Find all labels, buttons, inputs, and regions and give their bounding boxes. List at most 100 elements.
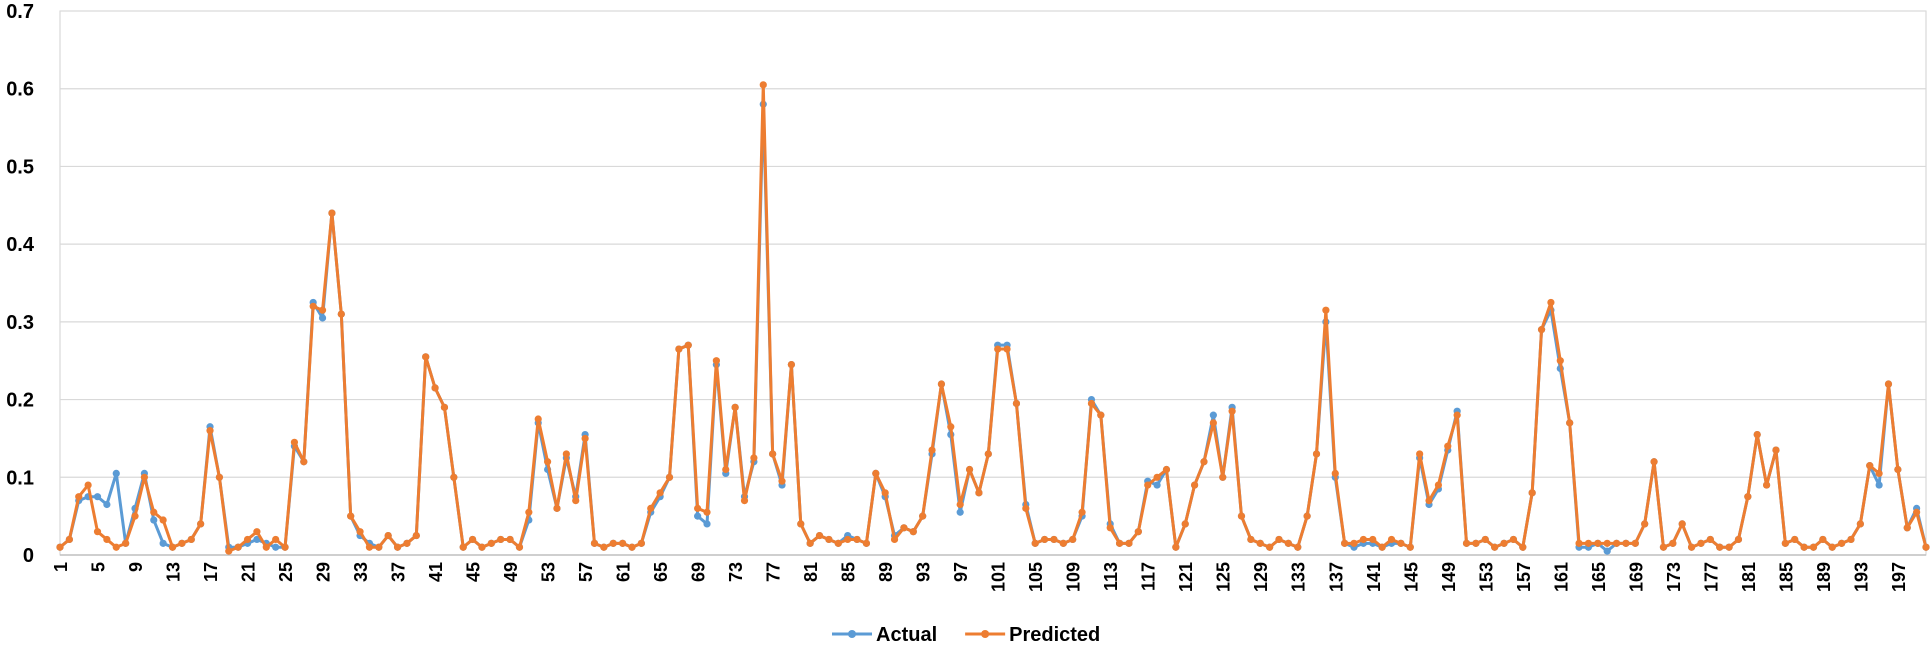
data-point [300,458,308,466]
data-point [84,481,92,489]
data-point [459,543,467,551]
data-point [384,531,392,540]
data-point [1209,411,1217,419]
data-point [1556,357,1564,365]
data-point [1884,380,1893,388]
data-point [581,434,589,443]
data-point [1687,543,1696,551]
data-point [562,450,570,458]
data-point [637,539,645,547]
data-point [1566,419,1574,427]
data-point [1209,419,1217,427]
x-tick-label: 41 [426,562,446,582]
data-point [412,531,420,540]
data-point [731,403,739,411]
data-point [1012,399,1021,408]
data-point [1275,535,1283,544]
data-point [478,543,486,551]
data-point [919,512,927,520]
data-point [1312,450,1321,458]
data-point [1800,543,1808,551]
data-point [975,489,983,497]
data-point [1669,539,1677,547]
data-point [1462,539,1471,547]
series-predicted [56,81,1930,555]
data-point [422,353,430,361]
legend-swatch-marker [848,630,856,638]
x-tick-label: 105 [1026,562,1046,592]
data-point [703,508,711,516]
data-point [778,477,786,485]
data-point [1772,446,1780,454]
x-tick-label: 45 [464,562,484,582]
x-tick-label: 89 [876,562,896,582]
data-point [1153,481,1161,489]
data-point [553,504,561,512]
data-point [150,516,158,524]
data-point [544,458,552,466]
x-tick-label: 33 [351,562,371,582]
data-point [112,469,120,477]
data-point [590,539,599,547]
data-point [694,504,702,512]
data-point [1069,535,1077,544]
data-point [1003,345,1011,353]
data-point [1331,469,1339,477]
data-point [600,543,608,551]
data-point [1134,528,1142,536]
x-tick-label: 185 [1776,562,1796,592]
x-tick-label: 21 [239,562,259,582]
data-point [178,539,186,547]
x-tick-label: 137 [1326,562,1346,592]
data-point [468,535,477,544]
y-tick-label: 0.7 [6,1,34,23]
data-point [1519,543,1527,551]
data-point [1237,512,1246,520]
data-point [1078,508,1086,516]
data-point [150,508,158,516]
data-point [1406,543,1414,551]
data-point [900,524,908,532]
x-tick-label: 65 [651,562,671,582]
data-point [1866,462,1874,470]
x-tick-label: 117 [1139,562,1159,591]
data-point [1106,524,1114,532]
data-point [328,209,336,217]
x-tick-label: 17 [201,562,221,582]
x-tick-label: 153 [1476,562,1496,592]
data-point [272,543,280,551]
data-point [1040,535,1049,544]
data-point [262,543,270,551]
data-point [1631,539,1639,547]
legend: Actual Predicted [832,624,1100,646]
data-point [112,543,120,551]
y-tick-label: 0.2 [6,390,34,412]
data-point [1303,512,1311,520]
data-point [1059,539,1067,547]
x-tick-label: 57 [576,562,596,582]
data-point [1716,543,1724,551]
data-point [1838,539,1846,547]
data-point [1097,411,1105,419]
data-point [609,539,617,547]
data-point [206,427,214,435]
data-point [628,543,636,551]
x-tick-label: 141 [1364,562,1384,592]
data-point [1359,535,1367,544]
data-point [215,473,224,481]
data-point [722,465,730,474]
data-point [534,415,542,423]
data-point [703,520,711,528]
data-point [1875,469,1883,477]
data-point [1350,539,1358,547]
legend-item-actual: Actual [832,624,937,646]
data-point [515,543,524,551]
data-point [956,500,964,509]
data-point [168,543,177,551]
data-point [243,535,252,544]
data-point [806,539,814,547]
gridlines [60,10,1926,556]
legend-label: Predicted [1009,624,1100,646]
x-tick-label: 193 [1851,562,1871,592]
